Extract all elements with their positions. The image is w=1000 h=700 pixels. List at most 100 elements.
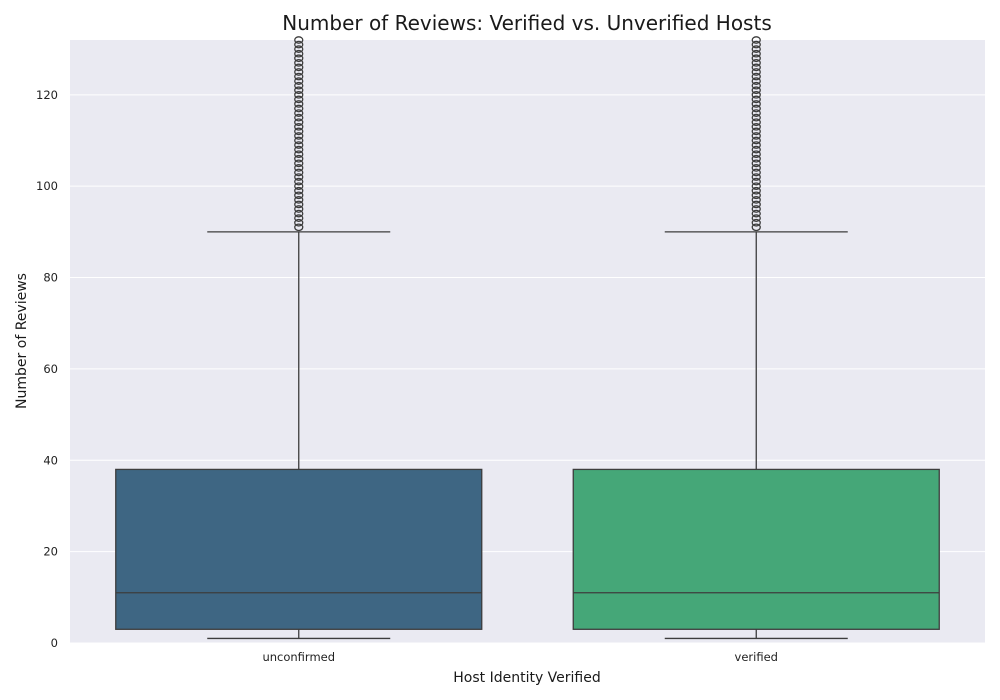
iqr-box [115,468,483,630]
outlier-point [294,159,304,168]
outlier-point [751,136,761,145]
outlier-point [294,86,304,95]
outlier-point [751,191,761,200]
y-axis-ticks: 0 20 40 60 80 100 120 [36,88,58,650]
box-verified [572,36,940,640]
x-axis-label: Host Identity Verified [453,670,601,686]
outlier-point [294,45,304,53]
outlier-point [751,154,761,163]
boxes [115,36,940,640]
y-tick-label: 100 [36,179,58,193]
outlier-point [751,159,761,168]
outlier-point [751,196,761,204]
outlier-point [751,54,761,63]
outlier-point [294,177,304,186]
box-unconfirmed [115,36,483,640]
outlier-point [294,77,304,85]
y-tick-label: 120 [36,88,58,102]
y-tick-label: 20 [43,545,58,559]
outlier-point [751,168,761,177]
outlier-point [751,58,761,67]
outlier-point [294,49,304,58]
outlier-point [294,164,304,172]
outlier-point [751,104,761,113]
outlier-point [294,36,304,44]
outlier-point [751,63,761,72]
outlier-point [751,86,761,95]
y-tick-label: 60 [43,362,58,376]
outlier-point [294,40,304,49]
y-tick-label: 0 [51,636,58,650]
outlier-point [751,173,761,181]
outlier-point [294,150,304,159]
x-tick-label: verified [735,650,778,664]
y-tick-label: 40 [43,453,58,467]
outlier-point [751,45,761,53]
outlier-point [751,223,761,232]
outlier-point [294,196,304,204]
outlier-point [294,122,304,131]
outlier-point [294,54,304,63]
outlier-point [294,200,304,209]
outlier-point [294,209,304,218]
outlier-point [751,145,761,154]
outlier-point [294,191,304,200]
outlier-point [751,164,761,172]
outlier-point [294,136,304,145]
outlier-point [751,109,761,117]
outlier-point [294,214,304,223]
outlier-point [751,81,761,90]
outlier-point [294,81,304,90]
outlier-point [751,122,761,131]
outlier-point [294,141,304,149]
outlier-point [751,182,761,191]
outlier-point [751,90,761,99]
outlier-point [751,186,761,195]
outlier-point [751,77,761,85]
iqr-box [572,468,940,630]
outlier-point [294,182,304,191]
outlier-point [751,177,761,186]
y-axis-label: Number of Reviews [14,273,30,409]
outlier-point [294,218,304,227]
outlier-point [751,218,761,227]
outlier-point [751,209,761,218]
outlier-point [751,141,761,149]
outlier-point [294,90,304,99]
outlier-point [294,132,304,140]
outlier-point [751,49,761,58]
chart-title: Number of Reviews: Verified vs. Unverifi… [282,11,772,35]
outlier-point [751,132,761,140]
outlier-point [294,63,304,72]
outlier-point [294,104,304,113]
outlier-point [294,113,304,122]
outlier-point [751,150,761,159]
outlier-point [294,223,304,232]
x-tick-label: unconfirmed [262,650,335,664]
outlier-point [294,72,304,81]
outlier-point [751,40,761,49]
outlier-point [294,168,304,177]
outlier-point [751,214,761,223]
outlier-point [294,205,304,213]
outlier-point [751,205,761,213]
outlier-point [751,200,761,209]
outlier-point [294,186,304,195]
outlier-point [294,127,304,136]
outlier-point [751,127,761,136]
outlier-point [294,154,304,163]
outlier-point [751,118,761,127]
outlier-point [294,145,304,154]
outlier-point [751,68,761,76]
outlier-point [751,113,761,122]
outlier-point [751,100,761,108]
outlier-point [294,58,304,67]
outlier-point [751,95,761,104]
outlier-point [294,100,304,108]
outlier-point [294,118,304,127]
outlier-point [294,173,304,181]
outlier-point [751,36,761,44]
outlier-point [294,109,304,117]
outlier-point [751,72,761,81]
